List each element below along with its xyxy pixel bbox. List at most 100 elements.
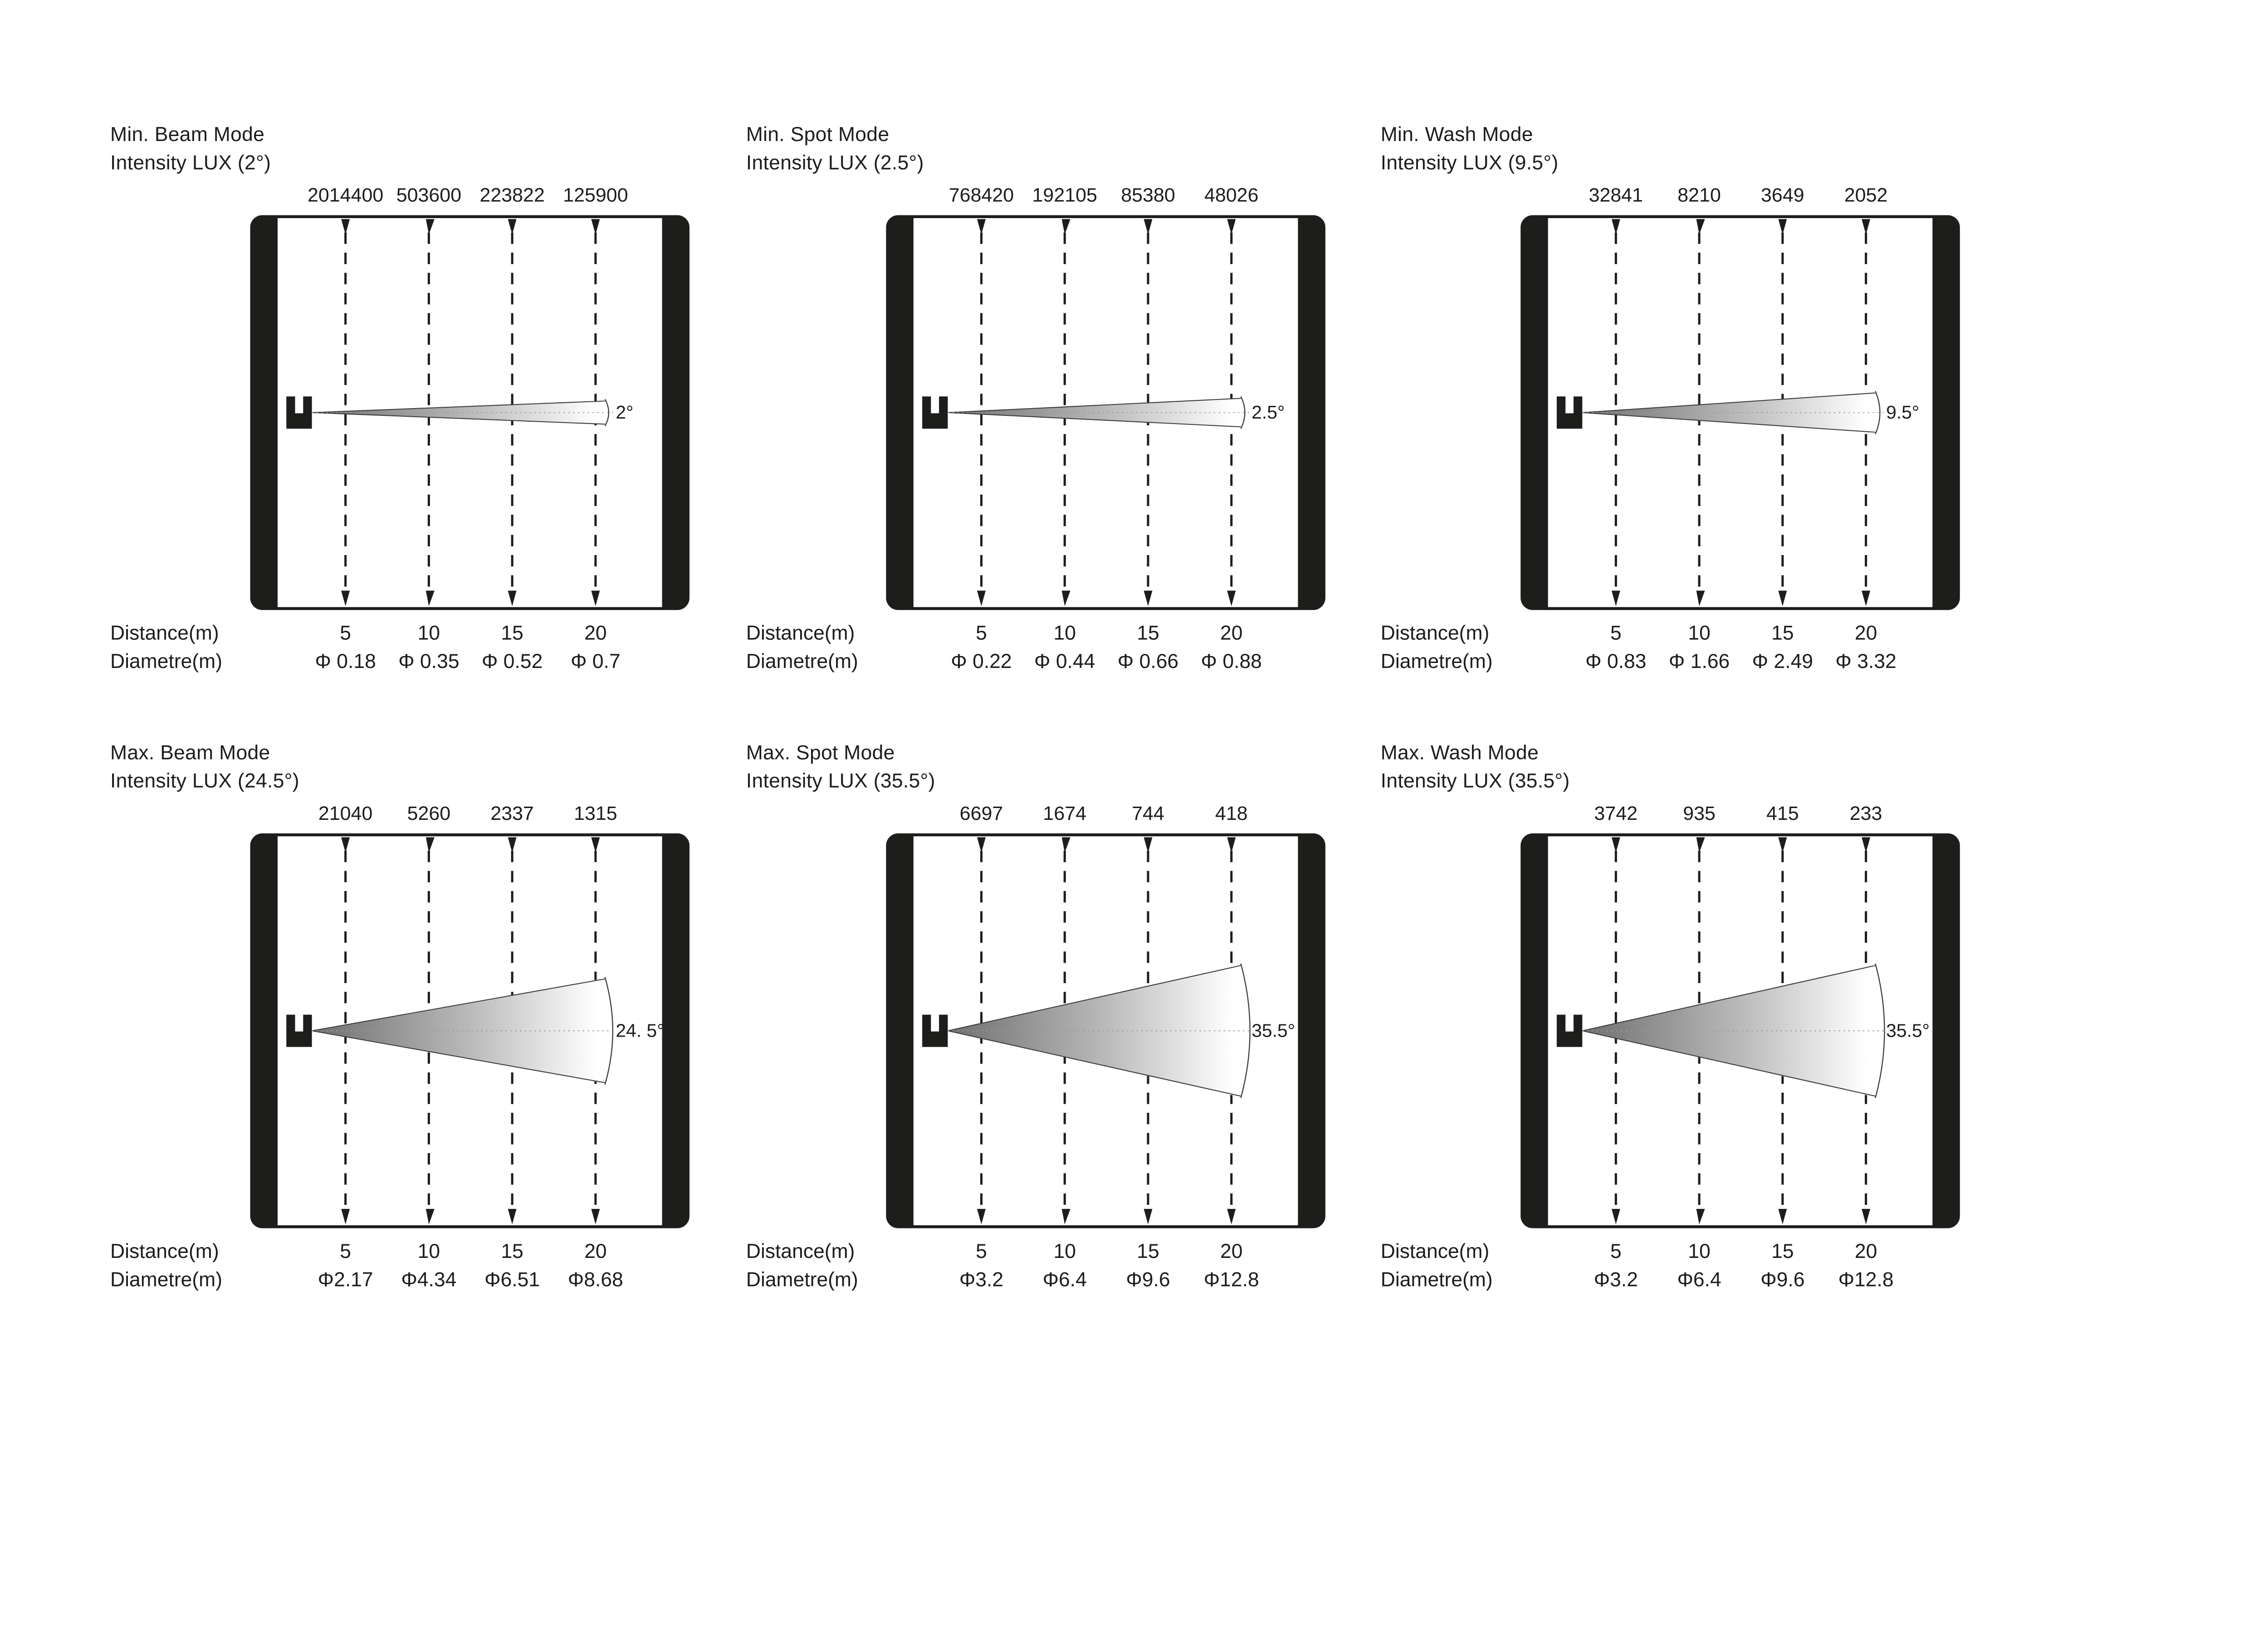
intensity-value: 21040 — [318, 804, 373, 825]
intensity-value: 3742 — [1594, 804, 1638, 825]
beam-edge-bottom — [312, 1030, 605, 1083]
beam-angle-label: 9.5° — [1886, 402, 1919, 423]
distance-value: 5 — [1610, 622, 1622, 645]
diameter-value: Φ4.34 — [401, 1268, 457, 1292]
beam-angle-arc — [1875, 390, 1881, 434]
beam-angle-label: 2.5° — [1251, 402, 1285, 423]
beam-angle-arc — [1875, 963, 1885, 1098]
beam-edge-top — [1582, 392, 1876, 413]
gridline-arrowhead — [1061, 837, 1070, 853]
intensity-value: 2052 — [1844, 185, 1888, 207]
distance-value: 10 — [1053, 622, 1076, 645]
diameter-value: Φ12.8 — [1203, 1268, 1259, 1292]
intensity-value: 192105 — [1032, 185, 1097, 207]
beam-chart: 9.5° — [1520, 215, 1960, 610]
diameter-value: Φ 0.44 — [1034, 650, 1095, 673]
intensity-value: 1315 — [574, 804, 617, 825]
intensity-value: 2014400 — [307, 185, 384, 207]
intensity-value: 48026 — [1204, 185, 1259, 207]
intensity-row: 3742 935 415 233 — [1381, 804, 1986, 826]
intensity-value: 2337 — [490, 804, 534, 825]
diameter-value: Φ 0.83 — [1585, 650, 1647, 673]
beam-edge-top — [312, 978, 605, 1032]
panel-subtitle: Intensity LUX (9.5°) — [1380, 151, 1559, 175]
gridline-arrowhead — [977, 590, 986, 606]
distance-row: Distance(m) 5 10 15 20 — [746, 622, 1351, 646]
left-wall — [251, 216, 278, 609]
beam-angle-arc — [604, 977, 614, 1085]
distance-row-label: Distance(m) — [110, 622, 219, 645]
intensity-value: 744 — [1132, 804, 1164, 825]
fixture-icon — [286, 396, 312, 429]
gridline-arrowhead — [1778, 590, 1787, 606]
gridline-arrowhead — [425, 837, 435, 853]
diameter-row-label: Diametre(m) — [1380, 650, 1493, 673]
fixture-icon — [1556, 1014, 1583, 1047]
diameter-value: Φ 1.66 — [1668, 650, 1730, 673]
gridline-arrowhead — [508, 590, 517, 606]
beam-angle-label: 35.5° — [1251, 1020, 1295, 1041]
diameter-row: Diametre(m) Φ 0.18 Φ 0.35 Φ 0.52 Φ 0.7 — [110, 650, 715, 674]
chart-frame — [886, 833, 1325, 1228]
panel-max-wash: Max. Wash Mode Intensity LUX (35.5°) 374… — [1381, 742, 1986, 1306]
distance-value: 15 — [1771, 1240, 1794, 1263]
right-wall — [1932, 835, 1959, 1227]
beam-edge-bottom — [948, 1030, 1241, 1097]
diameter-row-label: Diametre(m) — [1380, 1268, 1493, 1292]
gridline-arrowhead — [1696, 1208, 1705, 1224]
diameter-value: Φ2.17 — [318, 1268, 373, 1292]
diameter-value: Φ6.4 — [1042, 1268, 1087, 1292]
left-wall — [251, 835, 278, 1227]
diameter-value: Φ 0.66 — [1117, 650, 1179, 673]
intensity-row: 21040 5260 2337 1315 — [110, 804, 715, 826]
distance-value: 20 — [1854, 622, 1877, 645]
diameter-value: Φ 3.32 — [1835, 650, 1897, 673]
gridline-arrowhead — [1227, 837, 1236, 853]
left-wall — [887, 835, 914, 1227]
gridline-arrowhead — [1862, 219, 1871, 235]
diameter-value: Φ9.6 — [1126, 1268, 1170, 1292]
distance-value: 10 — [1053, 1240, 1076, 1263]
intensity-row: 32841 8210 3649 2052 — [1381, 185, 1986, 208]
distance-value: 20 — [584, 1240, 607, 1263]
intensity-value: 415 — [1766, 804, 1799, 825]
beam-edge-top — [948, 965, 1241, 1032]
beam-edge-bottom — [948, 412, 1241, 428]
diameter-value: Φ12.8 — [1838, 1268, 1894, 1292]
gridline-arrowhead — [1862, 837, 1871, 853]
left-wall — [1522, 835, 1548, 1227]
distance-value: 20 — [584, 622, 607, 645]
gridline-arrowhead — [1227, 219, 1236, 235]
beam-cone — [312, 402, 597, 424]
beam-chart: 35.5° — [1520, 833, 1960, 1228]
beam-angle-label: 24. 5° — [616, 1020, 664, 1041]
right-wall — [1298, 216, 1324, 609]
beam-angle-arc — [1240, 396, 1246, 429]
diameter-row: Diametre(m) Φ3.2 Φ6.4 Φ9.6 Φ12.8 — [746, 1269, 1351, 1293]
intensity-value: 935 — [1683, 804, 1716, 825]
panel-max-spot: Max. Spot Mode Intensity LUX (35.5°) 669… — [746, 742, 1351, 1306]
beam-edge-top — [312, 400, 605, 413]
distance-value: 10 — [1688, 1240, 1711, 1263]
intensity-value: 768420 — [948, 185, 1014, 207]
gridline-arrowhead — [1696, 590, 1705, 606]
distance-value: 20 — [1220, 622, 1243, 645]
diameter-value: Φ 0.22 — [951, 650, 1012, 673]
distance-value: 15 — [1137, 1240, 1159, 1263]
intensity-row: 768420 192105 85380 48026 — [746, 185, 1351, 208]
intensity-value: 3649 — [1761, 185, 1804, 207]
panel-subtitle: Intensity LUX (35.5°) — [746, 770, 935, 793]
diameter-value: Φ6.51 — [484, 1268, 540, 1292]
gridline-arrowhead — [1061, 1208, 1070, 1224]
diameter-row: Diametre(m) Φ 0.83 Φ 1.66 Φ 2.49 Φ 3.32 — [1381, 650, 1986, 674]
diameter-value: Φ 0.7 — [571, 650, 621, 673]
gridline-arrowhead — [1144, 837, 1153, 853]
distance-row: Distance(m) 5 10 15 20 — [110, 1240, 715, 1264]
distance-row-label: Distance(m) — [110, 1240, 219, 1263]
diameter-value: Φ 0.52 — [481, 650, 543, 673]
gridline-arrowhead — [591, 837, 600, 853]
gridline-arrowhead — [1862, 1208, 1871, 1224]
beam-chart: 24. 5° — [250, 833, 690, 1228]
intensity-value: 32841 — [1589, 185, 1643, 207]
gridline-arrowhead — [1611, 219, 1620, 235]
